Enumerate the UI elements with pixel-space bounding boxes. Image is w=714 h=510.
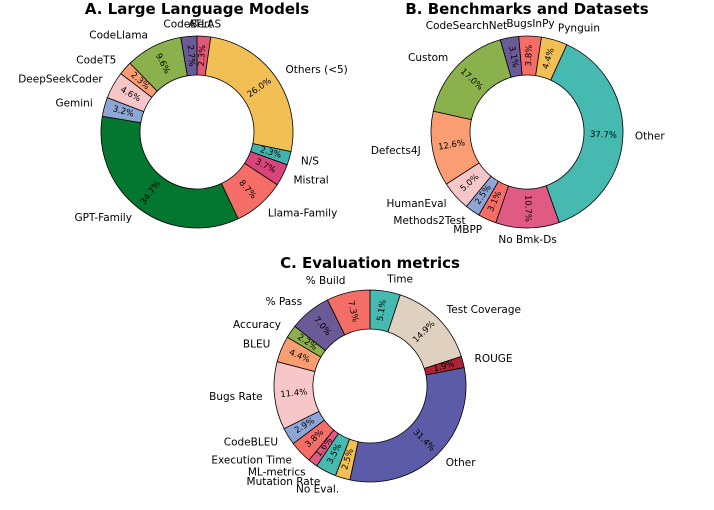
- chart-c-title: C. Evaluation metrics: [280, 254, 460, 272]
- chart-b-title: B. Benchmarks and Datasets: [405, 0, 648, 18]
- chart-c-label-bugs-rate: Bugs Rate: [209, 391, 262, 403]
- chart-b-slices: [430, 35, 624, 229]
- chart-a-label-atlas: ATLAS: [188, 18, 221, 30]
- chart-panel-a: A. Large Language Models 2.3%ATLAS26.0%O…: [18, 0, 348, 229]
- chart-b-label-pynguin: Pynguin: [558, 23, 600, 35]
- chart-b-label-defects4j: Defects4J: [371, 145, 421, 157]
- chart-a-label-gemini: Gemini: [55, 98, 92, 110]
- chart-b-label-mbpp: MBPP: [453, 224, 482, 236]
- chart-a-slice-gpt-family: [100, 115, 239, 229]
- chart-a-label-deepseekcoder: DeepSeekCoder: [18, 73, 103, 85]
- chart-a-slice-others-5: [204, 36, 294, 153]
- chart-c-label-no-eval: No Eval.: [296, 484, 339, 496]
- chart-a-label-llama-family: Llama-Family: [268, 208, 337, 220]
- chart-b-pct-defects4j: 12.6%: [438, 138, 466, 153]
- chart-b-label-codesearchnet: CodeSearchNet: [426, 20, 507, 32]
- chart-a-label-codellama: CodeLlama: [89, 30, 148, 42]
- chart-c-label-time: Time: [386, 273, 413, 285]
- chart-c-label-pass: % Pass: [266, 296, 303, 308]
- chart-a-label-mistral: Mistral: [293, 175, 328, 187]
- chart-a-title: A. Large Language Models: [85, 0, 309, 18]
- chart-b-label-custom: Custom: [408, 52, 448, 64]
- chart-b-slice-other: [545, 44, 624, 223]
- chart-b-label-bugsinpy: BugsInPy: [506, 18, 554, 30]
- chart-a-label-codebert: CodeBert: [163, 18, 212, 30]
- chart-a-slice-codebert: [180, 35, 198, 77]
- chart-a-pct-atlas: 2.3%: [197, 45, 209, 67]
- chart-b-pct-other: 37.7%: [590, 130, 617, 141]
- chart-c-slice-other: [349, 367, 467, 483]
- chart-c-pct-time: 5.1%: [376, 299, 389, 322]
- chart-c-label-accuracy: Accuracy: [233, 319, 281, 331]
- chart-c-label-test-coverage: Test Coverage: [446, 304, 521, 316]
- chart-c-label-ml-metrics: ML-metrics: [248, 467, 306, 479]
- chart-c-slices: [273, 289, 467, 483]
- chart-c-label-build: % Build: [306, 275, 346, 287]
- chart-b-label-no-bmk-ds: No Bmk-Ds: [498, 234, 556, 246]
- chart-c-pct-bugs-rate: 11.4%: [280, 387, 308, 400]
- chart-b-pct-codesearchnet: 3.1%: [506, 45, 520, 68]
- chart-c-label-codebleu: CodeBLEU: [224, 437, 278, 449]
- chart-b-label-methods2test: Methods2Test: [393, 215, 465, 227]
- chart-c-label-other: Other: [446, 457, 476, 469]
- chart-b-slice-codesearchnet: [499, 35, 523, 78]
- chart-a-label-gpt-family: GPT-Family: [74, 212, 132, 224]
- chart-c-label-execution-time: Execution Time: [211, 455, 292, 467]
- chart-c-label-bleu: BLEU: [243, 338, 270, 350]
- chart-panel-c: C. Evaluation metrics 5.1%Time14.9%Test …: [209, 254, 521, 496]
- chart-b-label-other: Other: [635, 131, 665, 143]
- chart-a-label-codet5: CodeT5: [76, 54, 116, 66]
- chart-c-label-rouge: ROUGE: [475, 353, 513, 365]
- chart-a-pct-codebert: 2.7%: [185, 45, 197, 67]
- chart-c-label-mutation-rate: Mutation Rate: [247, 476, 321, 488]
- chart-b-pct-bugsinpy: 3.8%: [524, 45, 535, 67]
- chart-c-slice-build: [326, 289, 371, 336]
- chart-c-pct-build: 7.3%: [345, 300, 360, 323]
- chart-a-label-n-s: N/S: [301, 156, 319, 168]
- chart-b-label-humaneval: HumanEval: [386, 198, 446, 210]
- chart-a-slices: [100, 35, 294, 229]
- chart-panel-b: B. Benchmarks and Datasets 3.8%BugsInPy4…: [371, 0, 666, 246]
- chart-a-label-others-5: Others (<5): [285, 64, 347, 76]
- chart-b-pct-no-bmk-ds: 10.7%: [522, 195, 532, 222]
